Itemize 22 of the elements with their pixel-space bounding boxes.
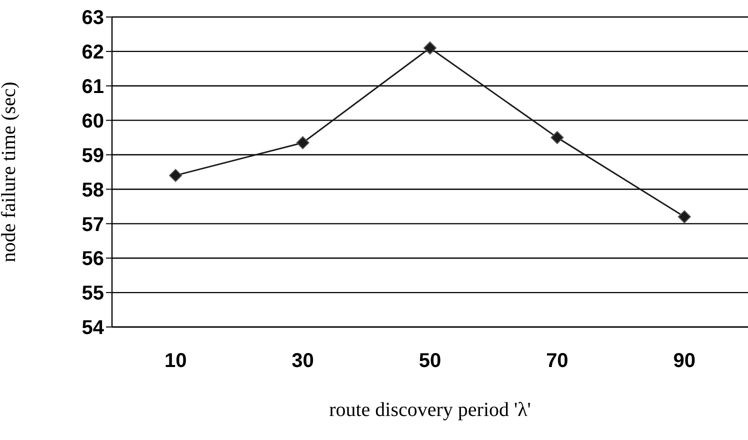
point <box>678 210 691 224</box>
y-tick-label: 63 <box>82 7 104 30</box>
y-tick-label: 60 <box>82 110 104 132</box>
point <box>169 168 182 182</box>
x-tick-label: 30 <box>292 350 314 372</box>
x-axis-title: route discovery period 'λ' <box>329 399 531 421</box>
x-tick-label: 90 <box>673 350 696 372</box>
y-tick-label: 61 <box>82 76 104 98</box>
y-tick-label: 57 <box>82 214 104 236</box>
point <box>424 42 436 54</box>
y-tick-label: 62 <box>82 42 104 64</box>
y-tick-label: 56 <box>82 248 104 270</box>
point <box>296 136 310 150</box>
y-axis-title: node failure time (sec) <box>0 82 20 262</box>
y-tick-label: 55 <box>82 282 104 305</box>
y-tick-label: 54 <box>82 317 105 340</box>
point <box>550 131 564 144</box>
x-tick-label: 70 <box>546 350 568 372</box>
x-tick-label: 50 <box>418 350 442 372</box>
y-tick-label: 59 <box>82 144 104 167</box>
y-tick-label: 58 <box>82 179 104 202</box>
x-tick-label: 10 <box>164 350 187 372</box>
